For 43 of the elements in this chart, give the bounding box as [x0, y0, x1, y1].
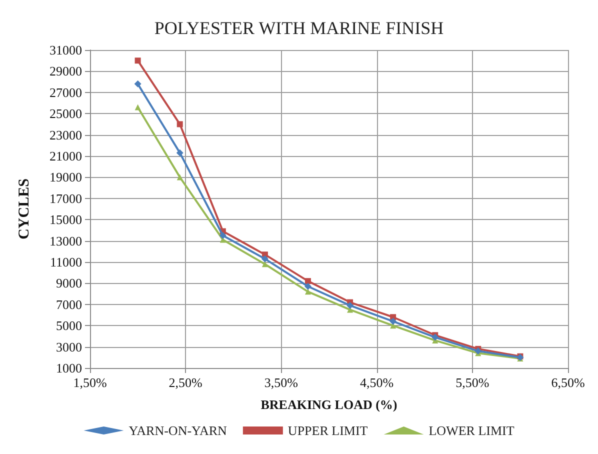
point [432, 334, 439, 341]
y-tick-label: 15000 [50, 212, 82, 228]
point [390, 318, 397, 325]
y-tick-label: 25000 [50, 106, 82, 122]
y-tick-label: 31000 [50, 42, 82, 58]
y-tick-label: 23000 [50, 127, 82, 142]
x-tick-label: 4,50% [360, 375, 394, 390]
point [134, 80, 142, 88]
point [176, 149, 184, 156]
x-tick-label: 1,50% [73, 375, 107, 390]
y-tick-label: 29000 [50, 64, 82, 79]
x-tick-label: 2,50% [168, 375, 203, 390]
y-tick-label: 11000 [50, 254, 82, 270]
y-tick-label: 19000 [50, 170, 82, 185]
legend-label: UPPER LIMIT [288, 423, 368, 438]
point [262, 261, 268, 268]
point [304, 282, 312, 290]
y-tick-label: 21000 [50, 148, 82, 164]
x-tick-label: 5,50% [456, 375, 490, 390]
legend-label: YARN-ON-YARN [128, 423, 228, 438]
y-tick-label: 13000 [50, 233, 82, 248]
y-axis-title: CYCLES [16, 178, 32, 240]
y-tick-label: 7000 [56, 296, 82, 312]
point [474, 348, 482, 355]
y-tick-label: 3000 [56, 339, 82, 354]
y-tick-label: 17000 [50, 190, 82, 206]
point [346, 302, 354, 309]
point [134, 58, 141, 64]
x-tick-label: 3,50% [264, 375, 298, 390]
y-tick-label: 5000 [56, 318, 82, 334]
chart-title: POLYESTER WITH MARINE FINISH [154, 18, 444, 38]
legend-label: LOWER LIMIT [428, 423, 514, 438]
point [304, 278, 311, 284]
point [261, 255, 268, 262]
point [134, 104, 141, 110]
y-tick-label: 1000 [56, 360, 82, 376]
point [176, 174, 183, 180]
point [219, 232, 226, 239]
point [176, 121, 183, 128]
x-tick-label: 6,50% [551, 375, 585, 390]
y-tick-label: 27000 [50, 84, 82, 100]
y-tick-label: 9000 [56, 276, 82, 291]
x-axis-title: BREAKING LOAD (%) [260, 397, 398, 412]
